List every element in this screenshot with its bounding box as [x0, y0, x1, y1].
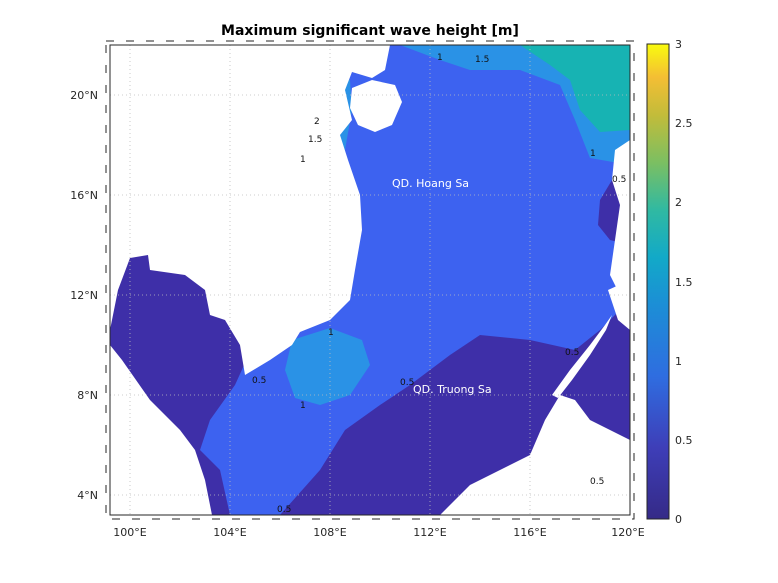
contour-label-05-luzon: 0.5: [612, 175, 626, 185]
land-borneo: [440, 395, 630, 515]
y-tick-16: 16°N: [70, 189, 98, 202]
colorbar-tick-0: 0: [675, 513, 682, 526]
x-axis-ticks: 100°E 104°E 108°E 112°E 116°E 120°E: [113, 526, 644, 539]
contour-label-05-bottom: 0.5: [277, 505, 291, 515]
contour-label-1-top: 1: [437, 53, 443, 63]
contour-label-05-east: 0.5: [565, 348, 579, 358]
colorbar-gradient: [646, 43, 670, 520]
x-tick-104: 104°E: [213, 526, 246, 539]
colorbar: 3 2.5 2 1.5 1 0.5 0: [646, 38, 693, 526]
colorbar-tick-3: 3: [675, 38, 682, 51]
land-hainan: [350, 80, 402, 132]
place-label-truong-sa: QD. Truong Sa: [413, 383, 492, 396]
colorbar-tick-0-5: 0.5: [675, 434, 693, 447]
place-label-hoang-sa: QD. Hoang Sa: [392, 177, 469, 190]
y-axis-ticks: 20°N 16°N 12°N 8°N 4°N: [70, 89, 98, 502]
colorbar-tick-2-5: 2.5: [675, 117, 693, 130]
x-tick-100: 100°E: [113, 526, 146, 539]
sea-level-15-2-ne: [520, 45, 630, 132]
contour-label-05-borneo: 0.5: [590, 477, 604, 487]
colorbar-tick-2: 2: [675, 196, 682, 209]
y-tick-12: 12°N: [70, 289, 98, 302]
contour-label-15-tonkin: 1.5: [308, 135, 322, 145]
contour-label-1-south: 1: [328, 328, 334, 338]
land-luzon: [610, 140, 630, 300]
contour-label-05-west: 0.5: [252, 376, 266, 386]
land-palawan: [552, 315, 612, 398]
contour-label-1-thailand: 1: [300, 401, 306, 411]
y-tick-20: 20°N: [70, 89, 98, 102]
map-border-dashes: [105, 40, 635, 520]
x-tick-120: 120°E: [611, 526, 644, 539]
land-visayas: [608, 280, 630, 330]
land-malay-peninsula: [110, 345, 212, 515]
contour-label-2: 2: [314, 117, 320, 127]
contour-label-1-ne: 1: [590, 149, 596, 159]
y-tick-8: 8°N: [77, 389, 98, 402]
contour-label-15-ne: 1.5: [475, 55, 489, 65]
colorbar-tick-1-5: 1.5: [675, 276, 693, 289]
contour-label-1-tonkin: 1: [300, 155, 306, 165]
colorbar-tick-1: 1: [675, 355, 682, 368]
map-frame: [109, 44, 631, 516]
x-tick-108: 108°E: [313, 526, 346, 539]
sea-level-1-15-south: [285, 328, 370, 405]
y-tick-4: 4°N: [77, 489, 98, 502]
land-indochina: [110, 45, 390, 375]
grid-lines: [110, 45, 630, 515]
x-tick-112: 112°E: [413, 526, 446, 539]
contour-label-05-center: 0.5: [400, 378, 414, 388]
x-tick-116: 116°E: [513, 526, 546, 539]
map-area: 2 1.5 1.5 1 1 1 1 1 0.5 0.5 0.5 0.5 0.5 …: [110, 45, 630, 515]
figure-title: Maximum significant wave height [m]: [221, 23, 519, 39]
